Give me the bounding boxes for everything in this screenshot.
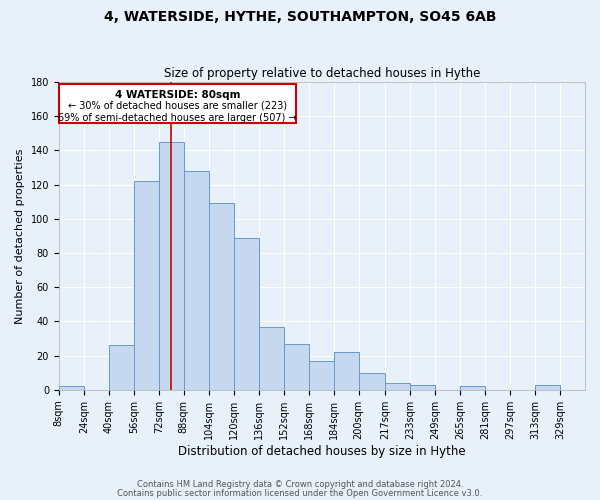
Bar [109,346,134,390]
Bar [460,386,485,390]
Bar [359,372,385,390]
X-axis label: Distribution of detached houses by size in Hythe: Distribution of detached houses by size … [178,444,466,458]
FancyBboxPatch shape [59,84,296,123]
Text: 4 WATERSIDE: 80sqm: 4 WATERSIDE: 80sqm [115,90,240,100]
Bar [535,384,560,390]
Bar [410,384,435,390]
Text: Contains public sector information licensed under the Open Government Licence v3: Contains public sector information licen… [118,488,482,498]
Text: Contains HM Land Registry data © Crown copyright and database right 2024.: Contains HM Land Registry data © Crown c… [137,480,463,489]
Bar [134,181,159,390]
Y-axis label: Number of detached properties: Number of detached properties [15,148,25,324]
Bar [233,238,259,390]
Bar [385,383,410,390]
Bar [59,386,84,390]
Bar [184,171,209,390]
Bar [259,326,284,390]
Bar [284,344,308,390]
Text: 69% of semi-detached houses are larger (507) →: 69% of semi-detached houses are larger (… [58,113,297,123]
Bar [308,361,334,390]
Text: ← 30% of detached houses are smaller (223): ← 30% of detached houses are smaller (22… [68,101,287,111]
Bar [209,204,233,390]
Bar [334,352,359,390]
Title: Size of property relative to detached houses in Hythe: Size of property relative to detached ho… [164,66,480,80]
Bar [159,142,184,390]
Text: 4, WATERSIDE, HYTHE, SOUTHAMPTON, SO45 6AB: 4, WATERSIDE, HYTHE, SOUTHAMPTON, SO45 6… [104,10,496,24]
